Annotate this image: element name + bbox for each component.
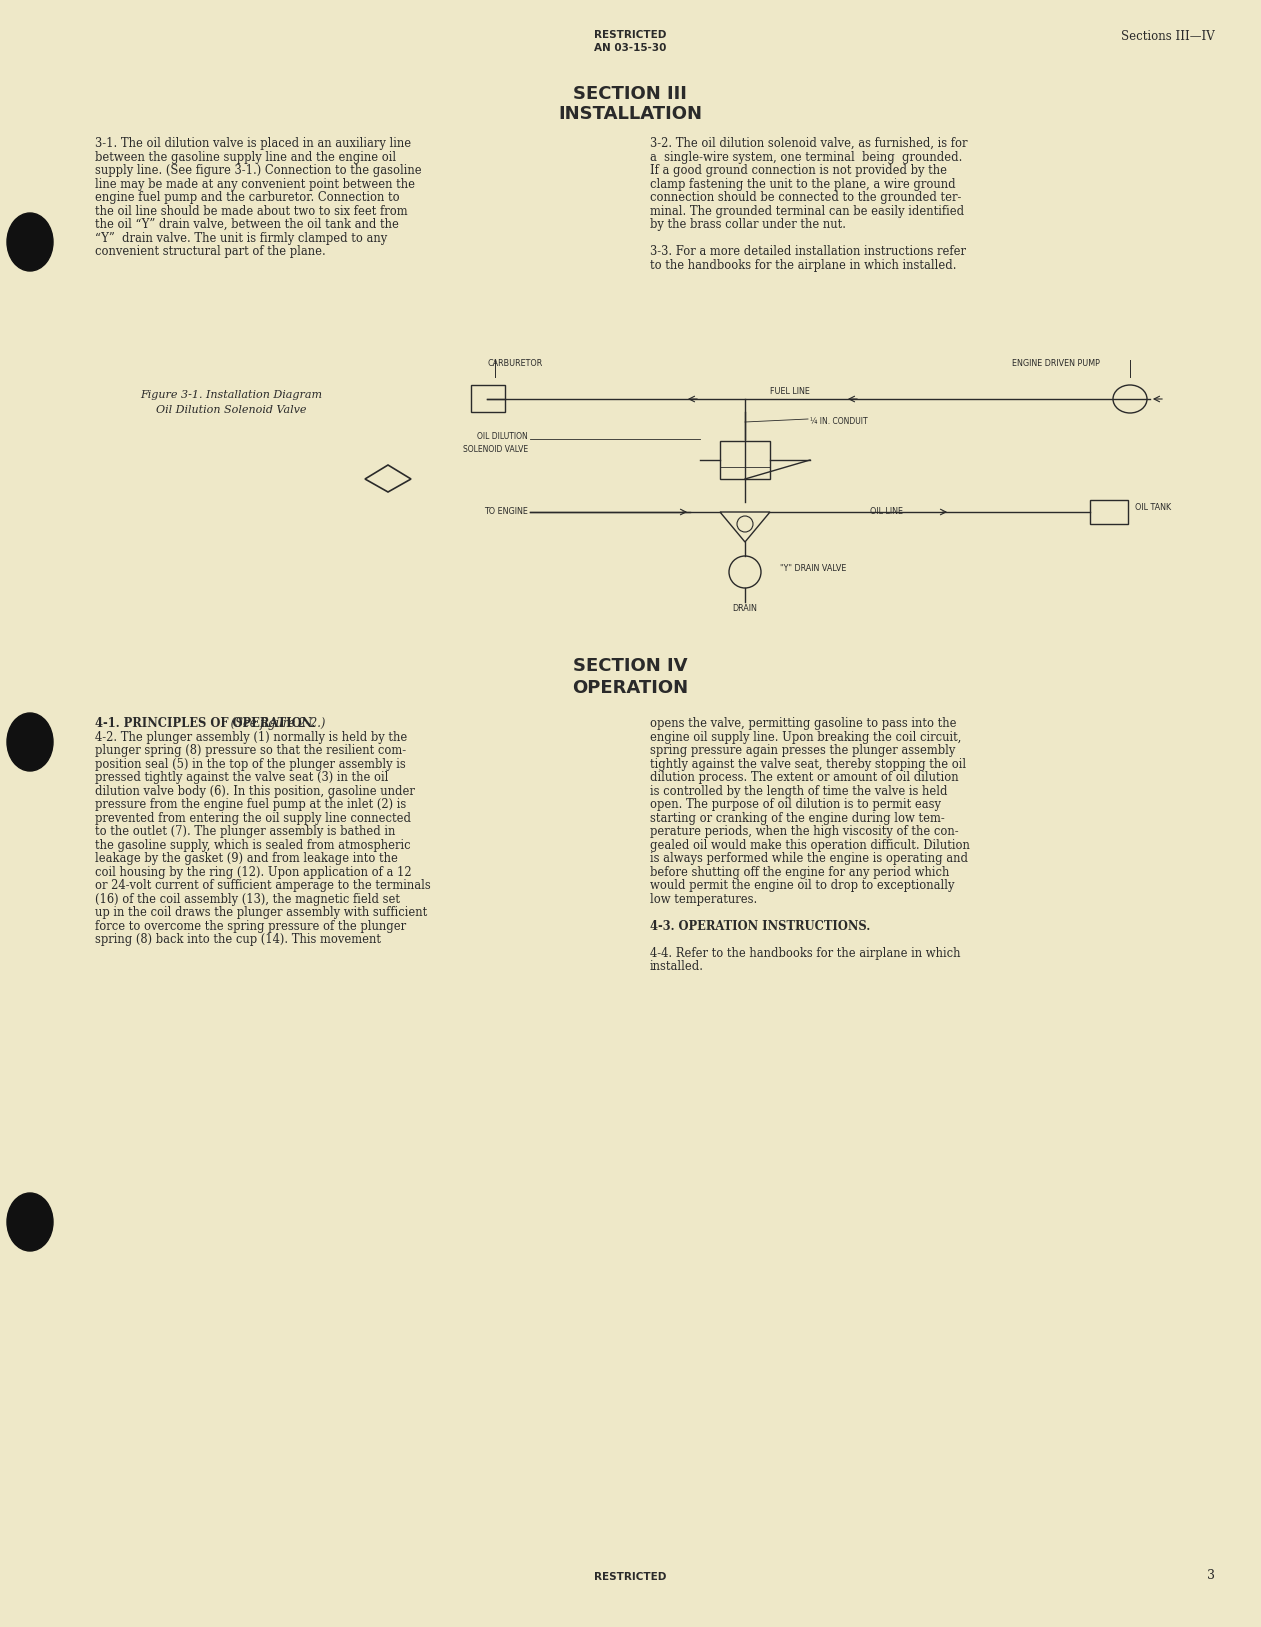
Text: plunger spring (8) pressure so that the resilient com-: plunger spring (8) pressure so that the …	[95, 744, 406, 757]
Text: "Y" DRAIN VALVE: "Y" DRAIN VALVE	[781, 565, 846, 573]
Text: RESTRICTED: RESTRICTED	[594, 1572, 666, 1581]
Text: force to overcome the spring pressure of the plunger: force to overcome the spring pressure of…	[95, 919, 406, 932]
Text: 4-4. Refer to the handbooks for the airplane in which: 4-4. Refer to the handbooks for the airp…	[649, 947, 961, 960]
Ellipse shape	[8, 713, 53, 771]
Text: RESTRICTED: RESTRICTED	[594, 29, 666, 41]
Text: FUEL LINE: FUEL LINE	[770, 387, 810, 395]
Text: Figure 3-1. Installation Diagram: Figure 3-1. Installation Diagram	[140, 390, 322, 400]
Text: before shutting off the engine for any period which: before shutting off the engine for any p…	[649, 866, 950, 879]
Text: Oil Dilution Solenoid Valve: Oil Dilution Solenoid Valve	[156, 405, 306, 415]
Text: 3-2. The oil dilution solenoid valve, as furnished, is for: 3-2. The oil dilution solenoid valve, as…	[649, 137, 967, 150]
Text: SECTION III: SECTION III	[572, 85, 687, 103]
Text: OPERATION: OPERATION	[572, 678, 689, 696]
Text: “Y”  drain valve. The unit is firmly clamped to any: “Y” drain valve. The unit is firmly clam…	[95, 231, 387, 244]
Text: prevented from entering the oil supply line connected: prevented from entering the oil supply l…	[95, 812, 411, 825]
Text: Sections III—IV: Sections III—IV	[1121, 29, 1216, 42]
Text: would permit the engine oil to drop to exceptionally: would permit the engine oil to drop to e…	[649, 879, 955, 892]
Text: installed.: installed.	[649, 960, 704, 973]
Text: low temperatures.: low temperatures.	[649, 893, 758, 906]
Text: coil housing by the ring (12). Upon application of a 12: coil housing by the ring (12). Upon appl…	[95, 866, 411, 879]
Text: AN 03-15-30: AN 03-15-30	[594, 42, 666, 54]
Text: 3: 3	[1207, 1568, 1216, 1581]
Text: spring pressure again presses the plunger assembly: spring pressure again presses the plunge…	[649, 744, 956, 757]
Text: line may be made at any convenient point between the: line may be made at any convenient point…	[95, 177, 415, 190]
Text: (16) of the coil assembly (13), the magnetic field set: (16) of the coil assembly (13), the magn…	[95, 893, 400, 906]
Text: engine oil supply line. Upon breaking the coil circuit,: engine oil supply line. Upon breaking th…	[649, 731, 961, 744]
Bar	[720, 441, 770, 478]
Text: pressure from the engine fuel pump at the inlet (2) is: pressure from the engine fuel pump at th…	[95, 797, 406, 810]
Text: CARBURETOR: CARBURETOR	[487, 360, 542, 368]
Text: INSTALLATION: INSTALLATION	[559, 106, 702, 124]
Text: starting or cranking of the engine during low tem-: starting or cranking of the engine durin…	[649, 812, 944, 825]
Bar	[1090, 499, 1129, 524]
Text: gealed oil would make this operation difficult. Dilution: gealed oil would make this operation dif…	[649, 838, 970, 851]
Ellipse shape	[8, 1193, 53, 1251]
Text: TO ENGINE: TO ENGINE	[484, 508, 528, 516]
Text: 4-3. OPERATION INSTRUCTIONS.: 4-3. OPERATION INSTRUCTIONS.	[649, 919, 870, 932]
Text: up in the coil draws the plunger assembly with sufficient: up in the coil draws the plunger assembl…	[95, 906, 427, 919]
Text: pressed tightly against the valve seat (3) in the oil: pressed tightly against the valve seat (…	[95, 771, 388, 784]
Text: convenient structural part of the plane.: convenient structural part of the plane.	[95, 246, 325, 259]
Text: tightly against the valve seat, thereby stopping the oil: tightly against the valve seat, thereby …	[649, 758, 966, 771]
Text: is always performed while the engine is operating and: is always performed while the engine is …	[649, 853, 968, 866]
Text: minal. The grounded terminal can be easily identified: minal. The grounded terminal can be easi…	[649, 205, 965, 218]
Text: spring (8) back into the cup (14). This movement: spring (8) back into the cup (14). This …	[95, 932, 381, 945]
Bar	[472, 386, 504, 412]
Text: the oil “Y” drain valve, between the oil tank and the: the oil “Y” drain valve, between the oil…	[95, 218, 398, 231]
Text: position seal (5) in the top of the plunger assembly is: position seal (5) in the top of the plun…	[95, 758, 406, 771]
Text: the oil line should be made about two to six feet from: the oil line should be made about two to…	[95, 205, 407, 218]
Text: supply line. (See figure 3-1.) Connection to the gasoline: supply line. (See figure 3-1.) Connectio…	[95, 164, 421, 177]
Text: engine fuel pump and the carburetor. Connection to: engine fuel pump and the carburetor. Con…	[95, 190, 400, 203]
Text: If a good ground connection is not provided by the: If a good ground connection is not provi…	[649, 164, 947, 177]
Text: SOLENOID VALVE: SOLENOID VALVE	[463, 446, 528, 454]
Text: SECTION IV: SECTION IV	[572, 657, 687, 675]
Text: by the brass collar under the nut.: by the brass collar under the nut.	[649, 218, 846, 231]
Text: to the outlet (7). The plunger assembly is bathed in: to the outlet (7). The plunger assembly …	[95, 825, 396, 838]
Text: perature periods, when the high viscosity of the con-: perature periods, when the high viscosit…	[649, 825, 958, 838]
Text: OIL TANK: OIL TANK	[1135, 503, 1171, 511]
Text: 4-2. The plunger assembly (1) normally is held by the: 4-2. The plunger assembly (1) normally i…	[95, 731, 407, 744]
Text: open. The purpose of oil dilution is to permit easy: open. The purpose of oil dilution is to …	[649, 797, 941, 810]
Text: or 24-volt current of sufficient amperage to the terminals: or 24-volt current of sufficient amperag…	[95, 879, 431, 892]
Text: to the handbooks for the airplane in which installed.: to the handbooks for the airplane in whi…	[649, 259, 957, 272]
Text: 3-1. The oil dilution valve is placed in an auxiliary line: 3-1. The oil dilution valve is placed in…	[95, 137, 411, 150]
Text: between the gasoline supply line and the engine oil: between the gasoline supply line and the…	[95, 151, 396, 163]
Text: clamp fastening the unit to the plane, a wire ground: clamp fastening the unit to the plane, a…	[649, 177, 956, 190]
Text: dilution valve body (6). In this position, gasoline under: dilution valve body (6). In this positio…	[95, 784, 415, 797]
Text: OIL DILUTION: OIL DILUTION	[477, 433, 528, 441]
Ellipse shape	[8, 213, 53, 272]
Text: OIL LINE: OIL LINE	[870, 508, 903, 516]
Text: ENGINE DRIVEN PUMP: ENGINE DRIVEN PUMP	[1013, 360, 1100, 368]
Text: a  single-wire system, one terminal  being  grounded.: a single-wire system, one terminal being…	[649, 151, 962, 163]
Text: opens the valve, permitting gasoline to pass into the: opens the valve, permitting gasoline to …	[649, 718, 957, 731]
Text: (See figure 2-2.): (See figure 2-2.)	[227, 718, 325, 731]
Text: 3-3. For a more detailed installation instructions refer: 3-3. For a more detailed installation in…	[649, 246, 966, 259]
Text: connection should be connected to the grounded ter-: connection should be connected to the gr…	[649, 190, 961, 203]
Text: leakage by the gasket (9) and from leakage into the: leakage by the gasket (9) and from leaka…	[95, 853, 398, 866]
Text: the gasoline supply, which is sealed from atmospheric: the gasoline supply, which is sealed fro…	[95, 838, 411, 851]
Text: ¼ IN. CONDUIT: ¼ IN. CONDUIT	[810, 417, 868, 426]
Text: 4-1. PRINCIPLES OF OPERATION.: 4-1. PRINCIPLES OF OPERATION.	[95, 718, 315, 731]
Text: DRAIN: DRAIN	[733, 604, 758, 613]
Text: dilution process. The extent or amount of oil dilution: dilution process. The extent or amount o…	[649, 771, 958, 784]
Text: is controlled by the length of time the valve is held: is controlled by the length of time the …	[649, 784, 947, 797]
